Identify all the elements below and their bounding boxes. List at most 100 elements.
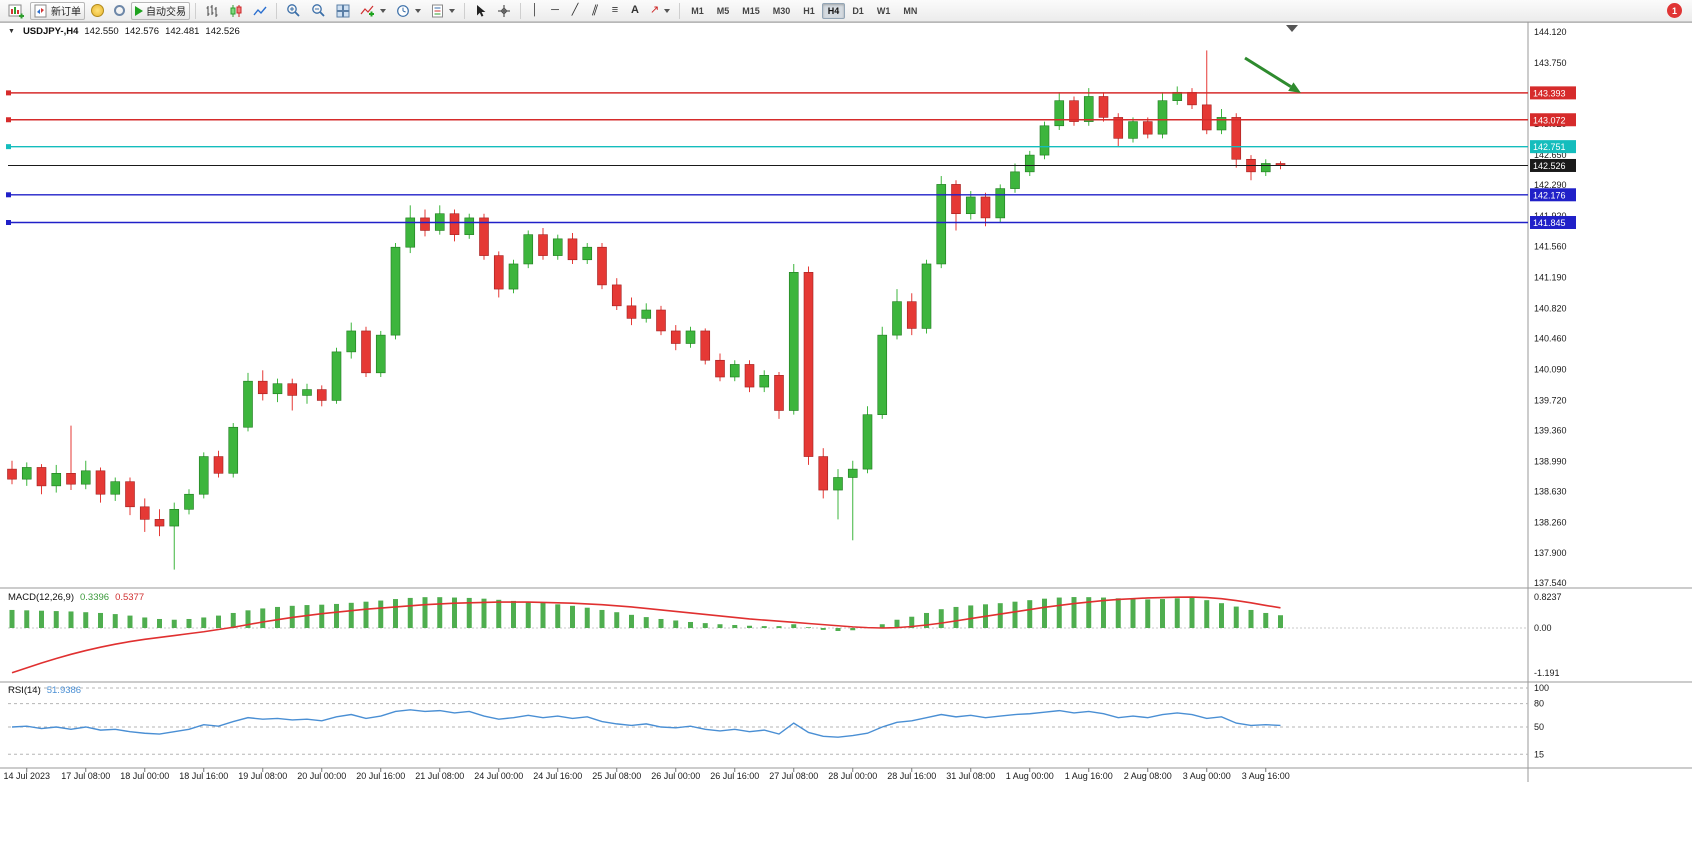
candles (7, 50, 1286, 570)
panel-separators (0, 22, 1692, 782)
line-chart-icon (253, 6, 267, 15)
svg-text:137.900: 137.900 (1534, 548, 1567, 558)
svg-text:18 Jul 00:00: 18 Jul 00:00 (120, 771, 169, 781)
svg-text:25 Jul 08:00: 25 Jul 08:00 (592, 771, 641, 781)
new-order-label: 新订单 (51, 7, 81, 18)
svg-text:0.8237: 0.8237 (1534, 592, 1562, 602)
toolbar-separator (464, 2, 465, 19)
timeframe-h4-button[interactable]: H4 (821, 2, 846, 19)
time-axis: 14 Jul 2023 17 Jul 08:00 18 Jul 00:00 18 Ju… (3, 768, 1290, 781)
timeframe-w1-button[interactable]: W1 (871, 3, 897, 19)
svg-text:24 Jul 00:00: 24 Jul 00:00 (474, 771, 523, 781)
new-order-icon (34, 4, 47, 17)
cursor-tool-button[interactable] (470, 2, 491, 20)
channel-tool-button[interactable]: ∥ (586, 2, 604, 20)
toolbar-separator (195, 2, 196, 19)
trendline-icon: ╱ (571, 4, 579, 16)
experts-button[interactable] (87, 2, 108, 20)
market-watch-button[interactable] (110, 2, 129, 20)
macd-panel: 0.8237 0.00 -1.191 (8, 592, 1562, 678)
price-axis-labels: 144.120143.750143.380143.020142.650142.2… (1534, 27, 1567, 588)
svg-text:143.072: 143.072 (1533, 115, 1566, 125)
templates-button[interactable] (427, 2, 459, 20)
svg-text:100: 100 (1534, 683, 1549, 693)
auto-trading-play-icon (135, 5, 143, 16)
svg-text:20 Jul 16:00: 20 Jul 16:00 (356, 771, 405, 781)
svg-text:138.260: 138.260 (1534, 518, 1567, 528)
toolbar-separator (679, 2, 681, 19)
arrow-annotation (1244, 56, 1301, 93)
svg-text:137.540: 137.540 (1534, 578, 1567, 588)
svg-text:2 Aug 08:00: 2 Aug 08:00 (1124, 771, 1172, 781)
zoom-out-button[interactable] (307, 2, 330, 20)
cursor-icon (477, 4, 486, 17)
channel-icon: ∥ (590, 4, 600, 16)
svg-text:-1.191: -1.191 (1534, 668, 1560, 678)
svg-text:28 Jul 16:00: 28 Jul 16:00 (887, 771, 936, 781)
svg-text:0.00: 0.00 (1534, 623, 1552, 633)
auto-trading-button[interactable]: 自动交易 (131, 1, 190, 20)
timeframe-mn-button[interactable]: MN (897, 3, 923, 19)
svg-text:142.650: 142.650 (1534, 150, 1567, 160)
zoom-out-icon (312, 4, 325, 17)
timeframe-m5-button[interactable]: M5 (711, 3, 736, 19)
timeframe-h1-button[interactable]: H1 (797, 3, 821, 19)
svg-text:142.526: 142.526 (1533, 161, 1566, 171)
svg-text:139.360: 139.360 (1534, 426, 1567, 436)
svg-text:26 Jul 16:00: 26 Jul 16:00 (710, 771, 759, 781)
tile-windows-icon (336, 4, 350, 17)
trendline-tool-button[interactable]: ╱ (566, 2, 584, 20)
bar-chart-icon (206, 4, 218, 17)
indicators-button[interactable] (356, 2, 390, 20)
timeframe-m15-button[interactable]: M15 (736, 3, 766, 19)
tile-windows-button[interactable] (332, 2, 354, 20)
notification-badge[interactable]: 1 (1667, 3, 1682, 18)
svg-text:139.720: 139.720 (1534, 395, 1567, 405)
svg-text:27 Jul 08:00: 27 Jul 08:00 (769, 771, 818, 781)
svg-text:3 Aug 00:00: 3 Aug 00:00 (1183, 771, 1231, 781)
svg-text:138.990: 138.990 (1534, 457, 1567, 467)
candlestick-icon (230, 4, 242, 17)
rsi-panel: 100 80 50 15 (8, 683, 1549, 759)
toolbar-separator (520, 2, 521, 19)
svg-text:142.176: 142.176 (1533, 190, 1566, 200)
svg-text:24 Jul 16:00: 24 Jul 16:00 (533, 771, 582, 781)
experts-icon (91, 4, 104, 17)
timeframe-d1-button[interactable]: D1 (846, 3, 870, 19)
arrows-tool-button[interactable]: ↗ (646, 2, 674, 20)
text-tool-button[interactable]: A (626, 2, 644, 20)
toolbar: 新订单 自动交易 (0, 0, 1692, 22)
svg-text:144.120: 144.120 (1534, 27, 1567, 37)
new-chart-icon (8, 4, 24, 18)
vertical-line-icon: │ (531, 4, 539, 16)
svg-text:21 Jul 08:00: 21 Jul 08:00 (415, 771, 464, 781)
horizontal-line-tool-button[interactable]: ─ (546, 2, 564, 20)
horizontal-line-icon: ─ (551, 4, 559, 16)
templates-dropdown-caret (449, 8, 455, 13)
svg-text:18 Jul 16:00: 18 Jul 16:00 (179, 771, 228, 781)
fibonacci-tool-button[interactable]: ≡ (606, 2, 624, 20)
bar-chart-mode-button[interactable] (201, 2, 223, 20)
periods-button[interactable] (392, 2, 425, 20)
svg-text:26 Jul 00:00: 26 Jul 00:00 (651, 771, 700, 781)
candlestick-mode-button[interactable] (225, 2, 247, 20)
svg-text:15: 15 (1534, 749, 1544, 759)
new-chart-button[interactable] (4, 2, 28, 20)
chart-window: 144.120143.750143.380143.020142.650142.2… (0, 22, 1692, 850)
horizontal-lines (6, 90, 1528, 226)
crosshair-tool-button[interactable] (493, 2, 515, 20)
svg-text:143.750: 143.750 (1534, 58, 1567, 68)
svg-text:140.090: 140.090 (1534, 364, 1567, 374)
line-chart-mode-button[interactable] (249, 2, 271, 20)
price-chart-svg[interactable]: 144.120143.750143.380143.020142.650142.2… (0, 22, 1692, 850)
timeframe-m1-button[interactable]: M1 (685, 3, 710, 19)
toolbar-separator (276, 2, 277, 19)
zoom-in-icon (287, 4, 300, 17)
zoom-in-button[interactable] (282, 2, 305, 20)
svg-text:142.290: 142.290 (1534, 180, 1567, 190)
vertical-line-tool-button[interactable]: │ (526, 2, 544, 20)
svg-text:138.630: 138.630 (1534, 487, 1567, 497)
timeframe-m30-button[interactable]: M30 (767, 3, 797, 19)
svg-text:141.560: 141.560 (1534, 241, 1567, 251)
new-order-button[interactable]: 新订单 (30, 1, 85, 20)
